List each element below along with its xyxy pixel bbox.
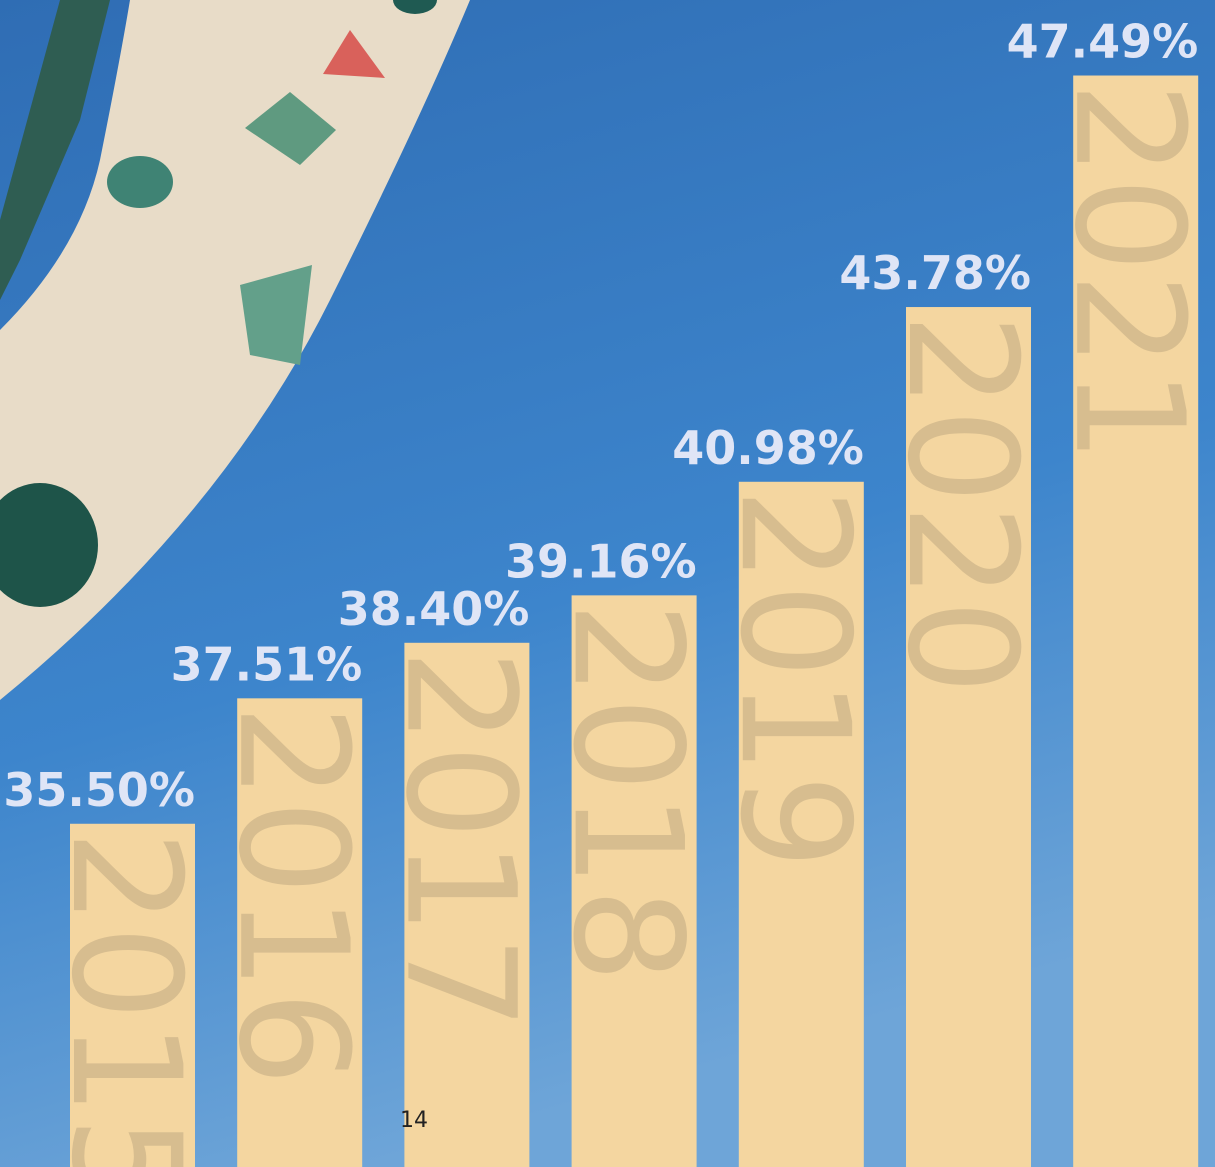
category-label: 2020 bbox=[874, 313, 1048, 695]
page-number: 14 bbox=[400, 1108, 428, 1133]
value-label: 47.49% bbox=[1007, 15, 1199, 69]
value-label: 40.98% bbox=[672, 421, 864, 475]
category-label: 2016 bbox=[205, 704, 379, 1086]
value-label: 37.51% bbox=[171, 637, 363, 691]
category-label: 2017 bbox=[372, 649, 546, 1031]
chart: 2015 35.50%2016 37.51%2017 38.40%2018 39.16%… bbox=[0, 0, 1215, 1167]
category-label: 2015 bbox=[38, 830, 212, 1167]
category-label: 2021 bbox=[1041, 82, 1215, 464]
value-label: 39.16% bbox=[505, 534, 697, 588]
value-label: 43.78% bbox=[839, 246, 1031, 300]
value-label: 35.50% bbox=[3, 763, 195, 817]
category-label: 2019 bbox=[707, 488, 881, 870]
category-label: 2018 bbox=[540, 601, 714, 983]
value-label: 38.40% bbox=[338, 582, 530, 636]
